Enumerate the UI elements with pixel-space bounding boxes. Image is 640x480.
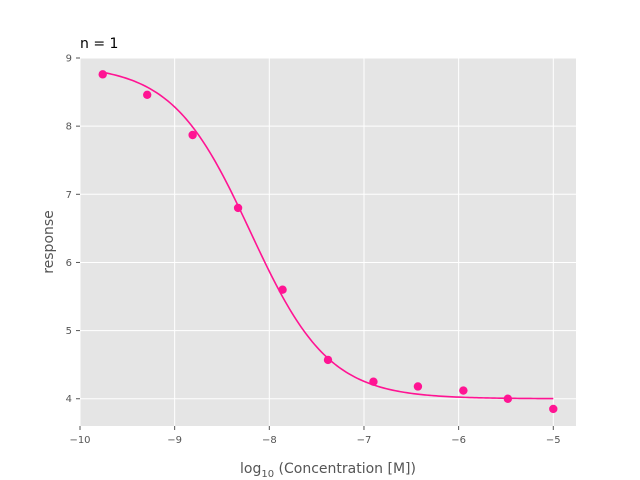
x-tick-label: −7 bbox=[357, 435, 372, 446]
y-tick-label: 8 bbox=[66, 122, 72, 133]
y-tick-label: 5 bbox=[66, 326, 72, 337]
data-point bbox=[549, 404, 558, 414]
data-points bbox=[98, 70, 558, 414]
y-axis-ticks: 4 5 6 7 8 9 bbox=[66, 54, 80, 405]
x-tick-label: −6 bbox=[451, 435, 466, 446]
data-point bbox=[278, 285, 287, 294]
y-tick-label: 6 bbox=[66, 258, 72, 269]
x-tick-label: −5 bbox=[546, 435, 561, 446]
y-axis-label: response bbox=[41, 210, 57, 274]
data-point bbox=[459, 386, 468, 395]
data-point bbox=[233, 203, 243, 213]
x-tick-label: −8 bbox=[262, 435, 277, 446]
plot-background bbox=[80, 58, 576, 426]
y-tick-label: 4 bbox=[66, 394, 72, 405]
x-axis-label-subscript: 10 bbox=[261, 469, 274, 480]
y-tick-label: 7 bbox=[66, 190, 72, 201]
data-point bbox=[413, 382, 423, 391]
y-tick-label: 9 bbox=[66, 54, 72, 65]
x-axis-label: log10 (Concentration [M]) bbox=[240, 461, 416, 480]
x-axis-ticks: −10 −9 −8 −7 −6 −5 bbox=[69, 426, 561, 446]
grid-lines bbox=[79, 57, 576, 426]
x-tick-label: −10 bbox=[69, 435, 90, 446]
data-point bbox=[323, 355, 333, 365]
chart-title: n = 1 bbox=[80, 36, 118, 52]
data-point bbox=[369, 377, 378, 386]
data-point bbox=[503, 394, 513, 403]
data-point bbox=[98, 70, 107, 79]
data-point bbox=[143, 90, 152, 100]
data-point bbox=[188, 130, 197, 140]
x-tick-label: −9 bbox=[167, 435, 182, 446]
